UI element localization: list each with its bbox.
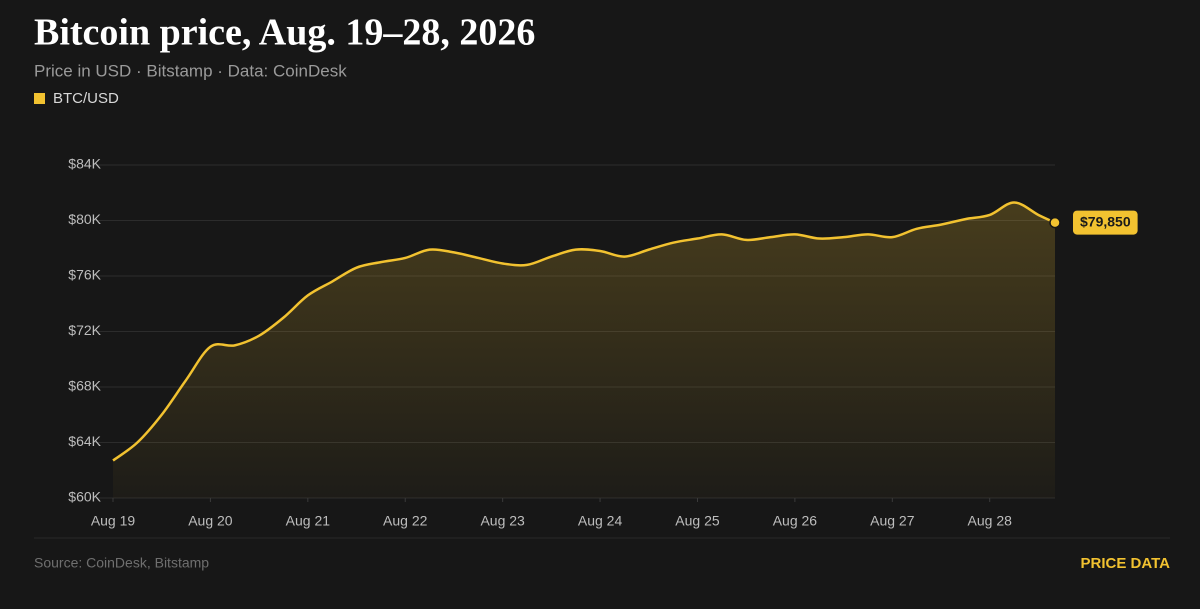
y-tick-label: $80K xyxy=(68,211,101,227)
y-tick-label: $64K xyxy=(68,433,101,449)
x-tick-label: Aug 24 xyxy=(578,513,623,529)
x-tick-label: Aug 25 xyxy=(675,513,720,529)
source-note: Source: CoinDesk, Bitstamp xyxy=(34,555,209,571)
x-tick-label: Aug 19 xyxy=(91,513,136,529)
y-tick-label: $68K xyxy=(68,378,101,394)
x-tick-label: Aug 27 xyxy=(870,513,915,529)
end-label-text: $79,850 xyxy=(1080,213,1131,229)
end-label-box xyxy=(1073,210,1138,235)
legend-label: BTC/USD xyxy=(53,90,119,107)
x-tick-label: Aug 21 xyxy=(286,513,331,529)
y-tick-label: $72K xyxy=(68,322,101,338)
y-tick-label: $76K xyxy=(68,267,101,283)
price-data-link[interactable]: PRICE DATA xyxy=(1081,555,1171,572)
chart-subtitle: Price in USD · Bitstamp · Data: CoinDesk xyxy=(34,61,347,80)
y-tick-label: $60K xyxy=(68,489,101,505)
x-tick-label: Aug 20 xyxy=(188,513,233,529)
legend-swatch xyxy=(34,93,45,104)
end-point xyxy=(1049,216,1061,229)
price-line xyxy=(112,201,1056,462)
x-tick-label: Aug 23 xyxy=(480,513,525,529)
x-tick-label: Aug 22 xyxy=(383,513,428,529)
y-tick-label: $84K xyxy=(68,156,101,172)
end-label: $79,850 xyxy=(1073,210,1138,235)
area-fill xyxy=(113,202,1055,498)
chart-title: Bitcoin price, Aug. 19–28, 2026 xyxy=(34,12,535,54)
x-tick-label: Aug 28 xyxy=(968,513,1013,529)
x-tick-label: Aug 26 xyxy=(773,513,818,529)
